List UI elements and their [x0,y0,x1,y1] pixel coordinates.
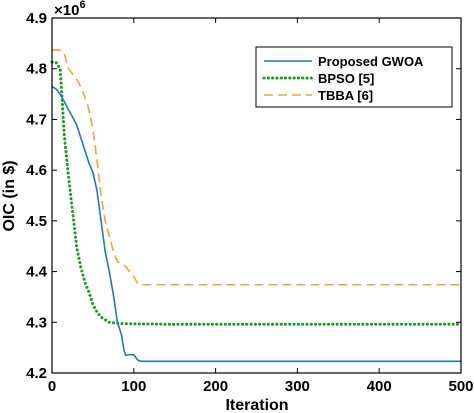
legend-label-bpso: BPSO [5] [318,71,374,86]
x-tick-label: 100 [121,378,146,395]
legend-label-tbba: TBBA [6] [318,88,373,103]
y-tick-label: 4.7 [26,111,47,128]
y-axis-label: OIC (in $) [1,160,18,231]
x-tick-label: 400 [367,378,392,395]
legend: Proposed GWOA BPSO [5] TBBA [6] [255,46,453,108]
y-multiplier-base: ×10 [54,2,79,19]
series-layer [50,49,463,363]
x-axis-label: Iteration [225,397,288,413]
y-tick-label: 4.2 [26,365,47,382]
y-tick-label: 4.4 [26,264,48,281]
plot-frame [51,17,462,374]
y-tick-label: 4.6 [26,162,47,179]
legend-label-proposed-gwoa: Proposed GWOA [318,54,424,69]
series-line-proposed-gwoa [51,85,461,363]
series-line-tbba-6 [52,49,461,286]
y-tick-label: 4.8 [26,61,47,78]
series-line-bpso-5 [50,60,463,326]
tick-layer: 0 100 200 300 400 500 4.2 4.3 4.4 4.5 4.6 4.7 4.8 4.9 [26,10,473,395]
x-tick-label: 0 [48,378,56,395]
y-tick-label: 4.5 [26,213,47,230]
legend-box [255,46,453,108]
y-multiplier: ×106 [54,0,86,19]
x-tick-label: 500 [448,378,473,395]
y-tick-label: 4.3 [26,314,47,331]
x-tick-label: 300 [285,378,310,395]
y-multiplier-exponent: 6 [79,0,85,11]
y-tick-label: 4.9 [26,10,47,27]
x-tick-label: 200 [203,378,228,395]
